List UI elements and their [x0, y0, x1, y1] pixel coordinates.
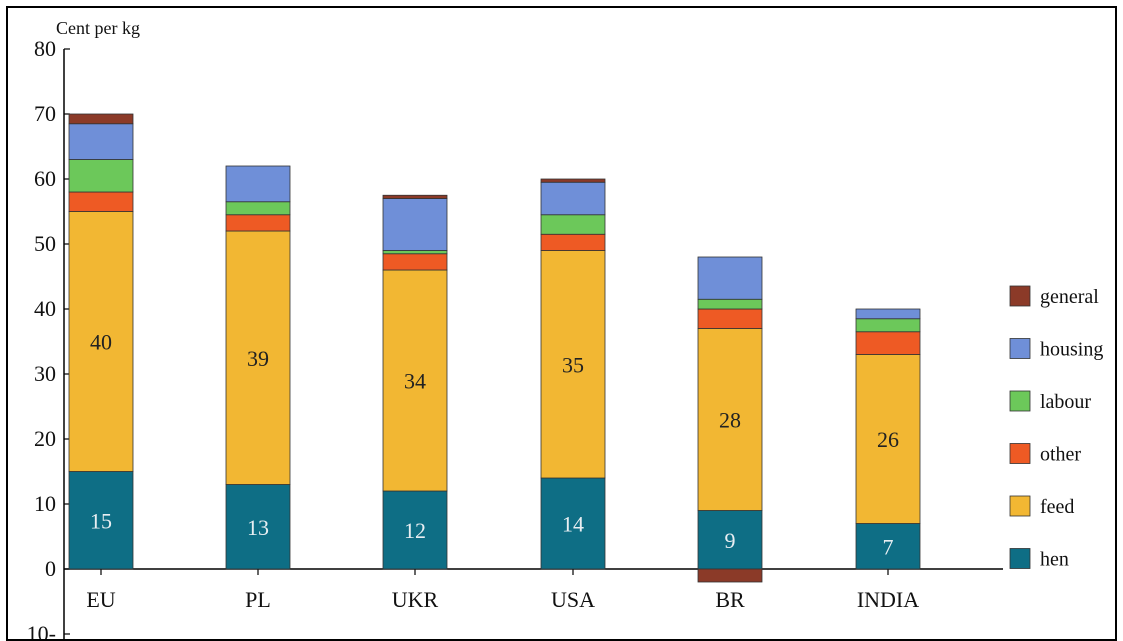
bar-segment-feed — [540, 250, 606, 479]
bar-segment-housing — [540, 181, 606, 216]
bar-segment-other — [382, 253, 448, 271]
legend-label-feed: feed — [1040, 496, 1074, 518]
bar-segment-other — [540, 233, 606, 251]
bar-segment-labour — [382, 250, 448, 255]
legend-swatch-general — [1009, 285, 1031, 307]
bar-segment-housing — [225, 165, 291, 203]
axes: 80 70 60 50 40 30 20 10 0 10- EU PL UKR USA BR INDIA — [27, 36, 1003, 639]
bars — [68, 113, 921, 583]
data-label-hen: 7 — [883, 534, 894, 559]
data-label-hen: 9 — [725, 528, 736, 553]
data-label-hen: 14 — [562, 512, 584, 537]
y-tick-label: 70 — [34, 101, 56, 126]
x-category-label: USA — [551, 587, 595, 612]
y-tick-label: 80 — [34, 36, 56, 61]
legend-swatch-labour — [1009, 390, 1031, 412]
y-tick-label: 10- — [27, 621, 56, 639]
bar-segment-other — [225, 214, 291, 232]
x-category-label: PL — [245, 587, 271, 612]
legend-label-other: other — [1040, 444, 1081, 466]
bar-segment-housing — [68, 123, 134, 160]
legend-label-hen: hen — [1040, 549, 1069, 571]
bar-segment-labour — [855, 318, 921, 333]
bar-segment-labour — [68, 159, 134, 193]
bar-segment-housing — [855, 308, 921, 320]
bar-segment-feed — [225, 230, 291, 485]
bar-segment-feed — [68, 211, 134, 472]
data-label-hen: 15 — [90, 508, 112, 533]
y-tick-label: 60 — [34, 166, 56, 191]
x-category-label: EU — [86, 587, 115, 612]
data-label-feed: 40 — [90, 330, 112, 355]
legend-swatch-feed — [1009, 495, 1031, 517]
bar-segment-labour — [540, 214, 606, 235]
bar-segment-housing — [382, 198, 448, 251]
data-label-feed: 28 — [719, 408, 741, 433]
y-tick-label: 0 — [45, 556, 56, 581]
bar-segment-hen — [382, 490, 448, 570]
legend-swatch-housing — [1009, 338, 1031, 359]
chart-frame: 80 70 60 50 40 30 20 10 0 10- EU PL UKR USA BR INDIA 15… — [6, 6, 1117, 641]
x-category-label: UKR — [392, 587, 439, 612]
bar-segment-hen — [225, 484, 291, 570]
y-tick-label: 40 — [34, 296, 56, 321]
data-label-feed: 26 — [877, 427, 899, 452]
legend: general housing labour other feed hen — [1009, 285, 1103, 571]
bar-segment-feed — [855, 354, 921, 524]
y-axis-unit-label: Cent per kg — [56, 18, 140, 38]
data-label-feed: 35 — [562, 352, 584, 377]
legend-swatch-other — [1009, 443, 1031, 464]
y-tick-label: 50 — [34, 231, 56, 256]
bar-segment-feed — [697, 328, 763, 511]
bar-segment-general — [68, 113, 134, 125]
bar-segment-other — [68, 191, 134, 212]
data-label-hen: 13 — [247, 515, 269, 540]
x-category-label: INDIA — [857, 587, 919, 612]
data-label-hen: 12 — [404, 518, 426, 543]
bar-segment-hen — [540, 477, 606, 570]
y-tick-label: 30 — [34, 361, 56, 386]
legend-label-labour: labour — [1040, 391, 1091, 413]
data-labels: 15 13 12 14 9 7 40 39 34 35 28 26 — [90, 330, 899, 560]
legend-swatch-hen — [1009, 548, 1031, 569]
legend-label-general: general — [1040, 286, 1099, 308]
bar-segment-general — [540, 178, 606, 183]
bar-segment-hen — [855, 523, 921, 570]
bar-segment-hen — [68, 471, 134, 570]
y-tick-label: 10 — [34, 491, 56, 516]
bar-segment-labour — [697, 298, 763, 310]
bar-segment-general — [697, 568, 763, 583]
bar-segment-general — [382, 194, 448, 199]
bar-segment-labour — [225, 201, 291, 216]
bar-segment-hen — [697, 510, 763, 570]
data-label-feed: 39 — [247, 346, 269, 371]
legend-label-housing: housing — [1040, 339, 1103, 361]
y-tick-label: 20 — [34, 426, 56, 451]
data-label-feed: 34 — [404, 369, 426, 394]
x-category-label: BR — [715, 587, 745, 612]
bar-segment-other — [855, 331, 921, 355]
stacked-bar-chart: 80 70 60 50 40 30 20 10 0 10- EU PL UKR USA BR INDIA 15… — [27, 18, 1103, 639]
bar-segment-housing — [697, 256, 763, 300]
bar-segment-other — [697, 308, 763, 329]
